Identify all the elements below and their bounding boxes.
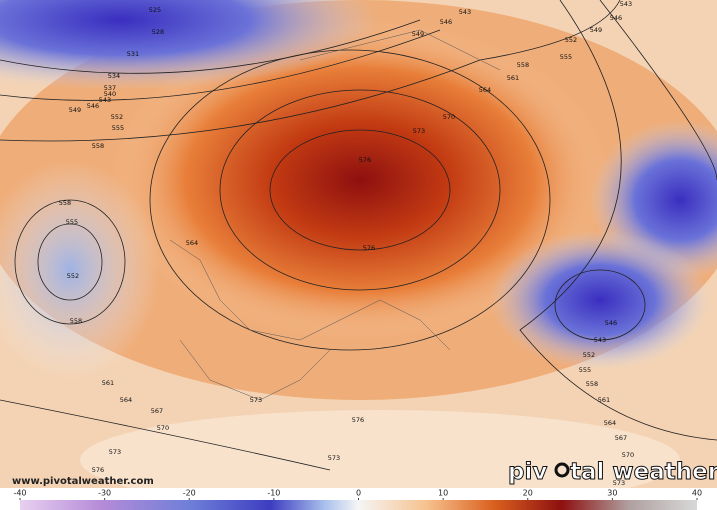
- low-atlantic: [0, 160, 160, 380]
- south-light: [80, 410, 680, 510]
- contour-label: 564: [120, 396, 132, 404]
- contour-label: 561: [102, 379, 114, 387]
- contours: [0, 0, 717, 471]
- contour-label: 567: [151, 407, 163, 415]
- colorbar-tick-label: -30: [98, 489, 111, 498]
- cold-north: [0, 0, 380, 90]
- contour-label: 555: [560, 53, 572, 61]
- colorbar-ticks: -40 -30 -20 -10 0 10 20 30 40: [13, 489, 702, 500]
- contour-label: 570: [443, 113, 455, 121]
- contour-label: 558: [70, 317, 82, 325]
- contour-label: 555: [112, 124, 124, 132]
- colorbar-tick-label: 20: [523, 489, 533, 498]
- cold-southeast: [490, 230, 710, 370]
- colorbar-tick-label: -20: [183, 489, 196, 498]
- contour-label: 573: [109, 448, 121, 456]
- brand-right: tal weather: [570, 459, 717, 485]
- contour-label: 573: [328, 454, 340, 462]
- contour-label: 549: [412, 30, 424, 38]
- contour-label: 570: [622, 451, 634, 459]
- contour-label: 573: [413, 127, 425, 135]
- contour-label: 543: [459, 8, 471, 16]
- contour-label: 528: [152, 28, 164, 36]
- contour-label: 555: [66, 218, 78, 226]
- contour-label: 564: [604, 419, 616, 427]
- contour-label: 549: [590, 26, 602, 34]
- contour-label: 561: [598, 396, 610, 404]
- contour-label: 576: [92, 466, 104, 474]
- contour-label: 546: [605, 319, 617, 327]
- contour-label: 558: [59, 199, 71, 207]
- contour-label: 525: [149, 6, 161, 14]
- contour-label: 534: [108, 72, 120, 80]
- contour-label: 540: [104, 90, 116, 98]
- contour-label: 546: [87, 102, 99, 110]
- contour-label: 552: [583, 351, 595, 359]
- colorbar-tick-label: 0: [356, 489, 361, 498]
- contour-label: 552: [565, 36, 577, 44]
- contour-label: 555: [579, 366, 591, 374]
- colorbar-tick-label: 40: [692, 489, 702, 498]
- contour-label: 531: [127, 50, 139, 58]
- coastlines: [169, 29, 501, 401]
- contour-label: 564: [479, 86, 491, 94]
- contour-label: 543: [620, 0, 632, 8]
- heat-core: [110, 20, 610, 340]
- contour-label: 564: [186, 239, 198, 247]
- brand-left: piv: [508, 459, 547, 485]
- contour-label-layer: 5255285315345375405435465495525555585585…: [59, 0, 634, 487]
- contour-label: 573: [250, 396, 262, 404]
- contour-label: 546: [440, 18, 452, 26]
- contour-label: 558: [92, 142, 104, 150]
- contour-label: 576: [363, 244, 375, 252]
- contour-label: 573: [613, 479, 625, 487]
- contour-label: 546: [610, 14, 622, 22]
- contour-label: 537: [104, 84, 116, 92]
- contour-label: 543: [99, 96, 111, 104]
- contour-label: 552: [111, 113, 123, 121]
- contour-label: 576: [359, 156, 371, 164]
- colorbar-tick-label: -10: [267, 489, 280, 498]
- contour-label: 552: [67, 272, 79, 280]
- colorbar-tick-label: 30: [607, 489, 617, 498]
- watermark: www.pivotalweather.com: [12, 476, 154, 487]
- contour-label: 558: [517, 61, 529, 69]
- brand-o: [554, 462, 570, 478]
- colorbar-tick-label: 10: [438, 489, 448, 498]
- colorbar-tick-label: -40: [13, 489, 26, 498]
- contour-label: 561: [507, 74, 519, 82]
- colorbar: [20, 500, 697, 510]
- contour-label: 543: [594, 336, 606, 344]
- brand-logo: piv tal weather: [508, 459, 717, 486]
- contour-label: 570: [157, 424, 169, 432]
- contour-label: 558: [586, 380, 598, 388]
- contour-label: 567: [615, 434, 627, 442]
- contour-label: 576: [352, 416, 364, 424]
- contour-label: 549: [69, 106, 81, 114]
